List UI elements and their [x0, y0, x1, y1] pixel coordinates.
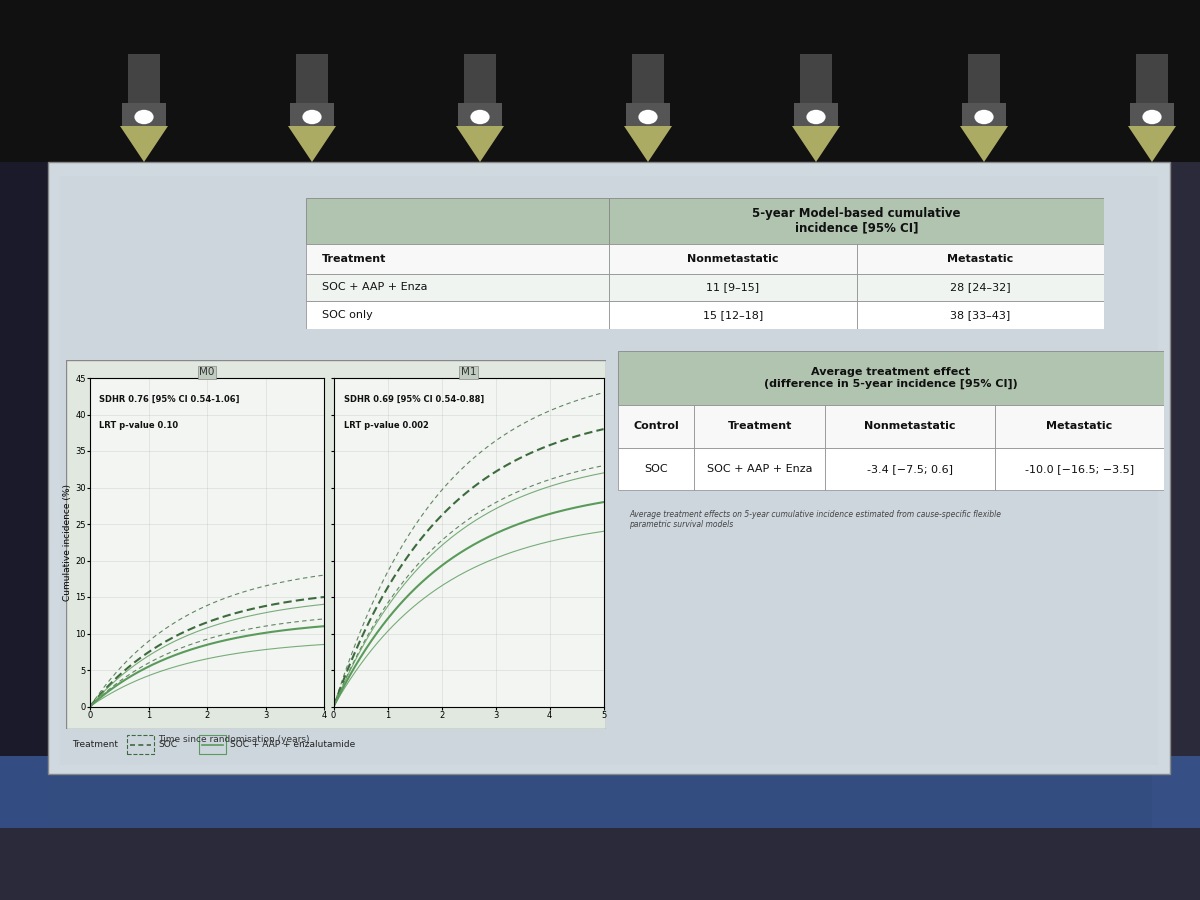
Title: M0: M0: [199, 367, 215, 377]
Bar: [826, 405, 995, 448]
Bar: [968, 54, 1000, 108]
Bar: [306, 274, 610, 302]
Bar: [618, 351, 1164, 405]
Polygon shape: [120, 126, 168, 162]
Bar: [1152, 162, 1200, 828]
Text: SOC only: SOC only: [322, 310, 373, 320]
Text: Treatment: Treatment: [727, 421, 792, 431]
Text: -10.0 [−16.5; −3.5]: -10.0 [−16.5; −3.5]: [1025, 464, 1134, 474]
Bar: [995, 405, 1164, 448]
Text: Nonmetastatic: Nonmetastatic: [688, 254, 779, 264]
Bar: [48, 162, 1170, 774]
Text: Nonmetastatic: Nonmetastatic: [864, 421, 956, 431]
Bar: [857, 302, 1104, 328]
Text: Treatment: Treatment: [72, 740, 118, 749]
Title: M1: M1: [461, 367, 476, 377]
Polygon shape: [792, 126, 840, 162]
Bar: [296, 54, 328, 108]
Bar: [306, 198, 610, 244]
Polygon shape: [1128, 126, 1176, 162]
Bar: [695, 448, 826, 490]
Text: 11 [9–15]: 11 [9–15]: [707, 283, 760, 293]
Text: 38 [33–43]: 38 [33–43]: [950, 310, 1010, 320]
Text: Control: Control: [634, 421, 679, 431]
Bar: [962, 104, 1006, 126]
Bar: [199, 735, 226, 754]
Polygon shape: [288, 126, 336, 162]
Bar: [618, 448, 695, 490]
Circle shape: [470, 110, 490, 124]
Bar: [0, 0, 1200, 162]
Bar: [857, 244, 1104, 274]
Bar: [0, 756, 1200, 828]
Bar: [610, 274, 857, 302]
Bar: [127, 735, 154, 754]
Bar: [610, 302, 857, 328]
Circle shape: [974, 110, 994, 124]
Text: SDHR 0.76 [95% CI 0.54-1.06]: SDHR 0.76 [95% CI 0.54-1.06]: [100, 394, 240, 403]
Bar: [826, 448, 995, 490]
Bar: [626, 104, 670, 126]
Polygon shape: [960, 126, 1008, 162]
Text: SOC: SOC: [158, 740, 178, 749]
Polygon shape: [624, 126, 672, 162]
Circle shape: [302, 110, 322, 124]
Bar: [60, 176, 1158, 765]
Text: SDHR 0.69 [95% CI 0.54-0.88]: SDHR 0.69 [95% CI 0.54-0.88]: [344, 394, 485, 403]
Text: Metastatic: Metastatic: [1046, 421, 1112, 431]
Text: Metastatic: Metastatic: [947, 254, 1014, 264]
Text: SOC + AAP + Enza: SOC + AAP + Enza: [707, 464, 812, 474]
Bar: [306, 244, 610, 274]
Circle shape: [638, 110, 658, 124]
Text: 5-year Model-based cumulative
incidence [95% CI]: 5-year Model-based cumulative incidence …: [752, 207, 961, 235]
Text: Treatment: Treatment: [322, 254, 386, 264]
Bar: [122, 104, 166, 126]
Text: LRT p-value 0.10: LRT p-value 0.10: [100, 420, 179, 429]
Y-axis label: Cumulative incidence (%): Cumulative incidence (%): [64, 484, 72, 601]
Text: LRT p-value 0.002: LRT p-value 0.002: [344, 420, 430, 429]
Bar: [306, 302, 610, 328]
Bar: [632, 54, 664, 108]
Bar: [610, 198, 1104, 244]
Bar: [995, 448, 1164, 490]
Text: 28 [24–32]: 28 [24–32]: [950, 283, 1010, 293]
Circle shape: [1142, 110, 1162, 124]
Bar: [0, 828, 1200, 900]
Bar: [794, 104, 838, 126]
Text: STAMPEDE: STAMPEDE: [982, 248, 1056, 261]
Text: 15 [12–18]: 15 [12–18]: [703, 310, 763, 320]
Bar: [0, 162, 48, 828]
Bar: [464, 54, 496, 108]
Bar: [618, 405, 695, 448]
Bar: [857, 274, 1104, 302]
Bar: [695, 405, 826, 448]
Bar: [290, 104, 334, 126]
Bar: [1136, 54, 1168, 108]
Text: -3.4 [−7.5; 0.6]: -3.4 [−7.5; 0.6]: [868, 464, 953, 474]
Bar: [128, 54, 160, 108]
Text: Average treatment effect
(difference in 5-year incidence [95% CI]): Average treatment effect (difference in …: [764, 367, 1018, 389]
Text: Average treatment effects on 5-year cumulative incidence estimated from cause-sp: Average treatment effects on 5-year cumu…: [629, 509, 1001, 529]
Text: SOC + AAP + Enza: SOC + AAP + Enza: [322, 283, 427, 293]
Bar: [800, 54, 832, 108]
Bar: [610, 244, 857, 274]
Circle shape: [134, 110, 154, 124]
Bar: [458, 104, 502, 126]
Text: SOC: SOC: [644, 464, 668, 474]
Text: Time since randomisation (years): Time since randomisation (years): [158, 735, 310, 744]
Circle shape: [806, 110, 826, 124]
Text: SOC + AAP + enzalutamide: SOC + AAP + enzalutamide: [230, 740, 355, 749]
Bar: [1130, 104, 1174, 126]
Polygon shape: [456, 126, 504, 162]
